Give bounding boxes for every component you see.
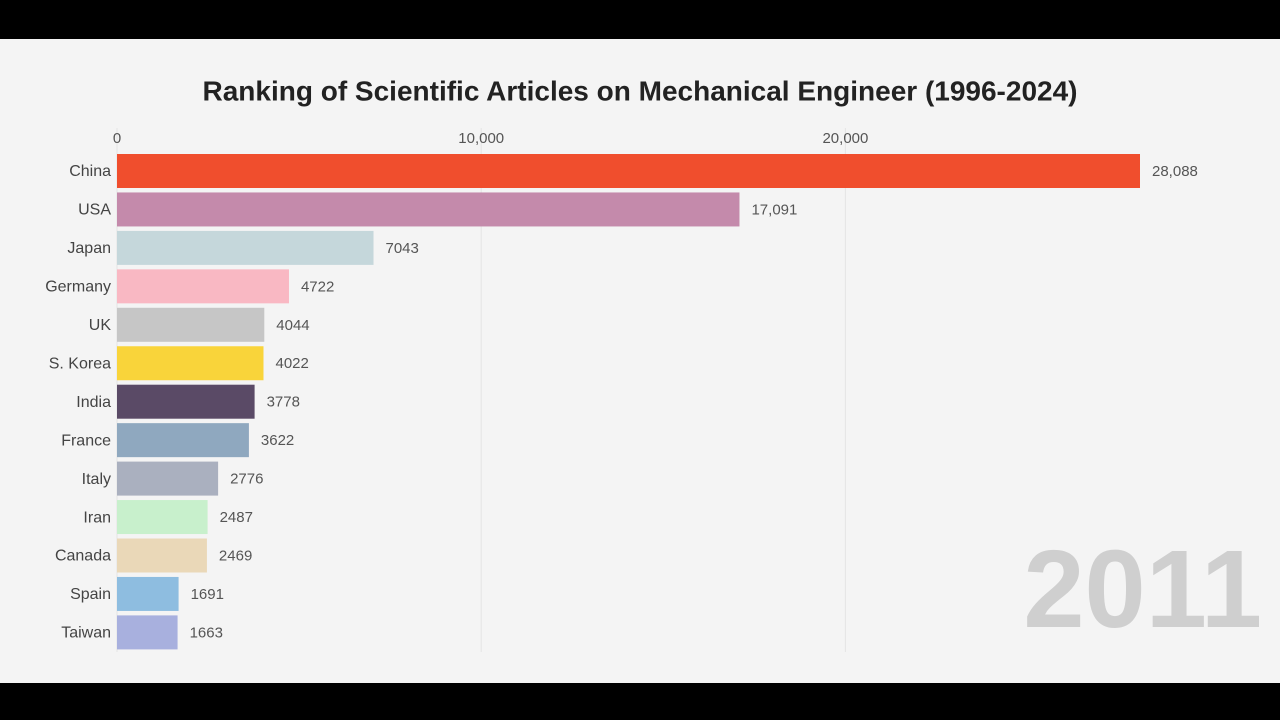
category-label: Taiwan (61, 625, 111, 642)
x-tick-label: 20,000 (822, 130, 868, 147)
bar (117, 307, 265, 342)
bar (117, 423, 249, 458)
value-label: 7043 (386, 240, 419, 257)
bar (117, 230, 374, 265)
category-label: Japan (67, 240, 111, 257)
category-label: Canada (55, 548, 111, 565)
value-label: 4722 (301, 278, 334, 295)
value-label: 2776 (230, 471, 263, 488)
value-label: 17,091 (751, 201, 797, 218)
bar (117, 192, 740, 227)
category-label: S. Korea (49, 355, 111, 372)
bar (117, 615, 178, 650)
bar (117, 346, 264, 381)
bar (117, 576, 179, 611)
category-label: China (69, 163, 111, 180)
value-label: 4044 (276, 317, 309, 334)
category-label: Iran (83, 509, 111, 526)
value-label: 3622 (261, 432, 294, 449)
value-label: 3778 (267, 394, 300, 411)
x-tick-label: 0 (113, 130, 121, 147)
category-label: France (61, 432, 111, 449)
chart-title: Ranking of Scientific Articles on Mechan… (202, 75, 1077, 106)
value-label: 28,088 (1152, 163, 1198, 180)
category-label: India (76, 394, 111, 411)
category-label: Germany (45, 279, 111, 296)
year-label: 2011 (1023, 528, 1262, 651)
bar (117, 154, 1140, 188)
bar (117, 269, 289, 304)
category-label: UK (89, 317, 112, 334)
x-tick-label: 10,000 (458, 130, 504, 147)
value-label: 2487 (220, 509, 253, 526)
bar (117, 384, 255, 419)
category-label: Italy (82, 471, 111, 488)
value-label: 4022 (275, 355, 308, 372)
category-label: USA (78, 202, 111, 219)
bar (117, 538, 207, 573)
bar (117, 461, 219, 496)
bar (117, 500, 208, 535)
value-label: 2469 (219, 547, 252, 564)
value-label: 1691 (191, 586, 224, 603)
category-label: Spain (70, 586, 111, 603)
value-label: 1663 (190, 624, 223, 641)
